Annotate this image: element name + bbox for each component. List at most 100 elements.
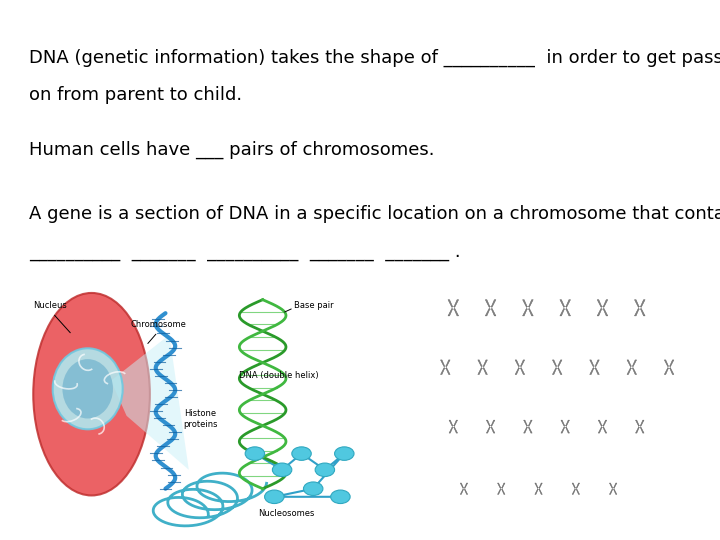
Polygon shape — [598, 420, 602, 426]
Polygon shape — [595, 360, 599, 367]
Polygon shape — [523, 427, 528, 433]
Polygon shape — [446, 368, 450, 375]
Polygon shape — [483, 368, 487, 375]
Polygon shape — [552, 368, 557, 375]
Polygon shape — [665, 360, 669, 367]
Polygon shape — [454, 427, 458, 433]
Polygon shape — [502, 483, 505, 488]
Polygon shape — [441, 368, 445, 375]
Text: Human cells have ___ pairs of chromosomes.: Human cells have ___ pairs of chromosome… — [29, 140, 434, 159]
Circle shape — [490, 307, 492, 309]
Text: Base pair: Base pair — [294, 301, 333, 310]
Polygon shape — [566, 427, 570, 433]
Circle shape — [564, 426, 566, 428]
Polygon shape — [636, 420, 639, 426]
Circle shape — [500, 488, 502, 490]
Polygon shape — [640, 309, 645, 316]
Circle shape — [575, 488, 577, 490]
Polygon shape — [521, 368, 525, 375]
Polygon shape — [640, 300, 645, 307]
Ellipse shape — [53, 348, 122, 429]
Polygon shape — [603, 427, 607, 433]
Polygon shape — [528, 309, 534, 316]
Polygon shape — [491, 420, 495, 426]
Polygon shape — [590, 360, 594, 367]
Polygon shape — [491, 309, 496, 316]
Ellipse shape — [33, 293, 150, 496]
Polygon shape — [535, 489, 538, 495]
Polygon shape — [572, 483, 575, 488]
Polygon shape — [515, 368, 519, 375]
Polygon shape — [454, 309, 459, 316]
Polygon shape — [566, 420, 570, 426]
Circle shape — [335, 447, 354, 460]
Polygon shape — [640, 420, 644, 426]
Polygon shape — [613, 489, 617, 495]
Polygon shape — [486, 427, 490, 433]
Polygon shape — [597, 309, 602, 316]
Polygon shape — [535, 483, 538, 488]
Polygon shape — [528, 427, 532, 433]
Circle shape — [564, 307, 567, 309]
Polygon shape — [478, 368, 482, 375]
Polygon shape — [521, 360, 525, 367]
Circle shape — [612, 488, 614, 490]
Circle shape — [668, 366, 670, 368]
Circle shape — [556, 366, 559, 368]
Polygon shape — [502, 489, 505, 495]
Circle shape — [482, 366, 484, 368]
Polygon shape — [448, 309, 453, 316]
Polygon shape — [485, 300, 490, 307]
Circle shape — [526, 307, 529, 309]
Circle shape — [292, 447, 311, 460]
Polygon shape — [111, 335, 189, 470]
Polygon shape — [576, 483, 580, 488]
Polygon shape — [523, 309, 527, 316]
Polygon shape — [603, 300, 608, 307]
Polygon shape — [613, 483, 617, 488]
Polygon shape — [609, 483, 613, 488]
Text: Histone
proteins: Histone proteins — [183, 409, 217, 429]
Polygon shape — [539, 483, 542, 488]
Polygon shape — [627, 360, 631, 367]
Polygon shape — [598, 427, 602, 433]
Text: A gene is a section of DNA in a specific location on a chromosome that contains: A gene is a section of DNA in a specific… — [29, 205, 720, 223]
Circle shape — [330, 490, 350, 503]
Polygon shape — [590, 368, 594, 375]
Circle shape — [538, 488, 539, 490]
Circle shape — [463, 488, 465, 490]
Polygon shape — [634, 309, 639, 316]
Polygon shape — [485, 309, 490, 316]
Polygon shape — [609, 489, 613, 495]
Polygon shape — [449, 427, 453, 433]
Polygon shape — [636, 427, 639, 433]
Polygon shape — [603, 420, 607, 426]
Polygon shape — [603, 309, 608, 316]
Circle shape — [601, 307, 604, 309]
Polygon shape — [515, 360, 519, 367]
Polygon shape — [460, 483, 464, 488]
Polygon shape — [441, 360, 445, 367]
Polygon shape — [448, 300, 453, 307]
Ellipse shape — [63, 359, 113, 418]
Polygon shape — [634, 300, 639, 307]
Polygon shape — [576, 489, 580, 495]
Circle shape — [304, 482, 323, 496]
Circle shape — [265, 490, 284, 503]
Circle shape — [601, 426, 603, 428]
Polygon shape — [595, 368, 599, 375]
Text: DNA (genetic information) takes the shape of __________  in order to get passed: DNA (genetic information) takes the shap… — [29, 49, 720, 67]
Polygon shape — [528, 420, 532, 426]
Polygon shape — [486, 420, 490, 426]
Polygon shape — [670, 360, 674, 367]
Polygon shape — [528, 300, 534, 307]
Text: Chromosome: Chromosome — [130, 320, 186, 329]
Polygon shape — [665, 368, 669, 375]
Text: Nucleus: Nucleus — [33, 301, 67, 310]
Polygon shape — [454, 420, 458, 426]
Polygon shape — [561, 427, 564, 433]
Text: Nucleosomes: Nucleosomes — [258, 509, 314, 518]
Polygon shape — [572, 489, 575, 495]
Circle shape — [631, 366, 633, 368]
Polygon shape — [560, 300, 564, 307]
